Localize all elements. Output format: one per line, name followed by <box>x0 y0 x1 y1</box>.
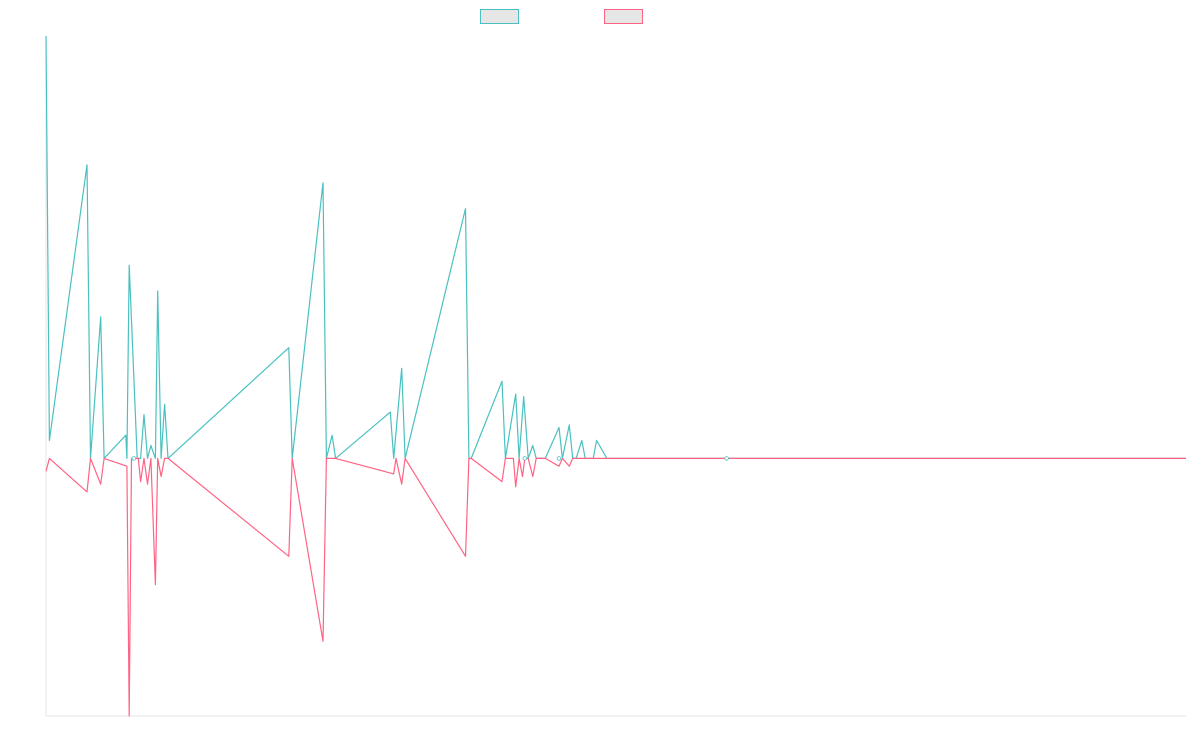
data-point-marker[interactable] <box>724 456 729 461</box>
data-point-marker[interactable] <box>556 456 562 461</box>
series-line-negative <box>45 457 1186 717</box>
series-line-positive <box>45 35 1186 459</box>
series-layer <box>45 35 1186 717</box>
legend-swatch-negative[interactable] <box>604 9 643 24</box>
data-point-marker[interactable] <box>522 456 527 461</box>
marker-layer <box>131 456 729 461</box>
data-point-marker[interactable] <box>131 456 136 461</box>
legend-swatch-positive[interactable] <box>480 9 519 24</box>
